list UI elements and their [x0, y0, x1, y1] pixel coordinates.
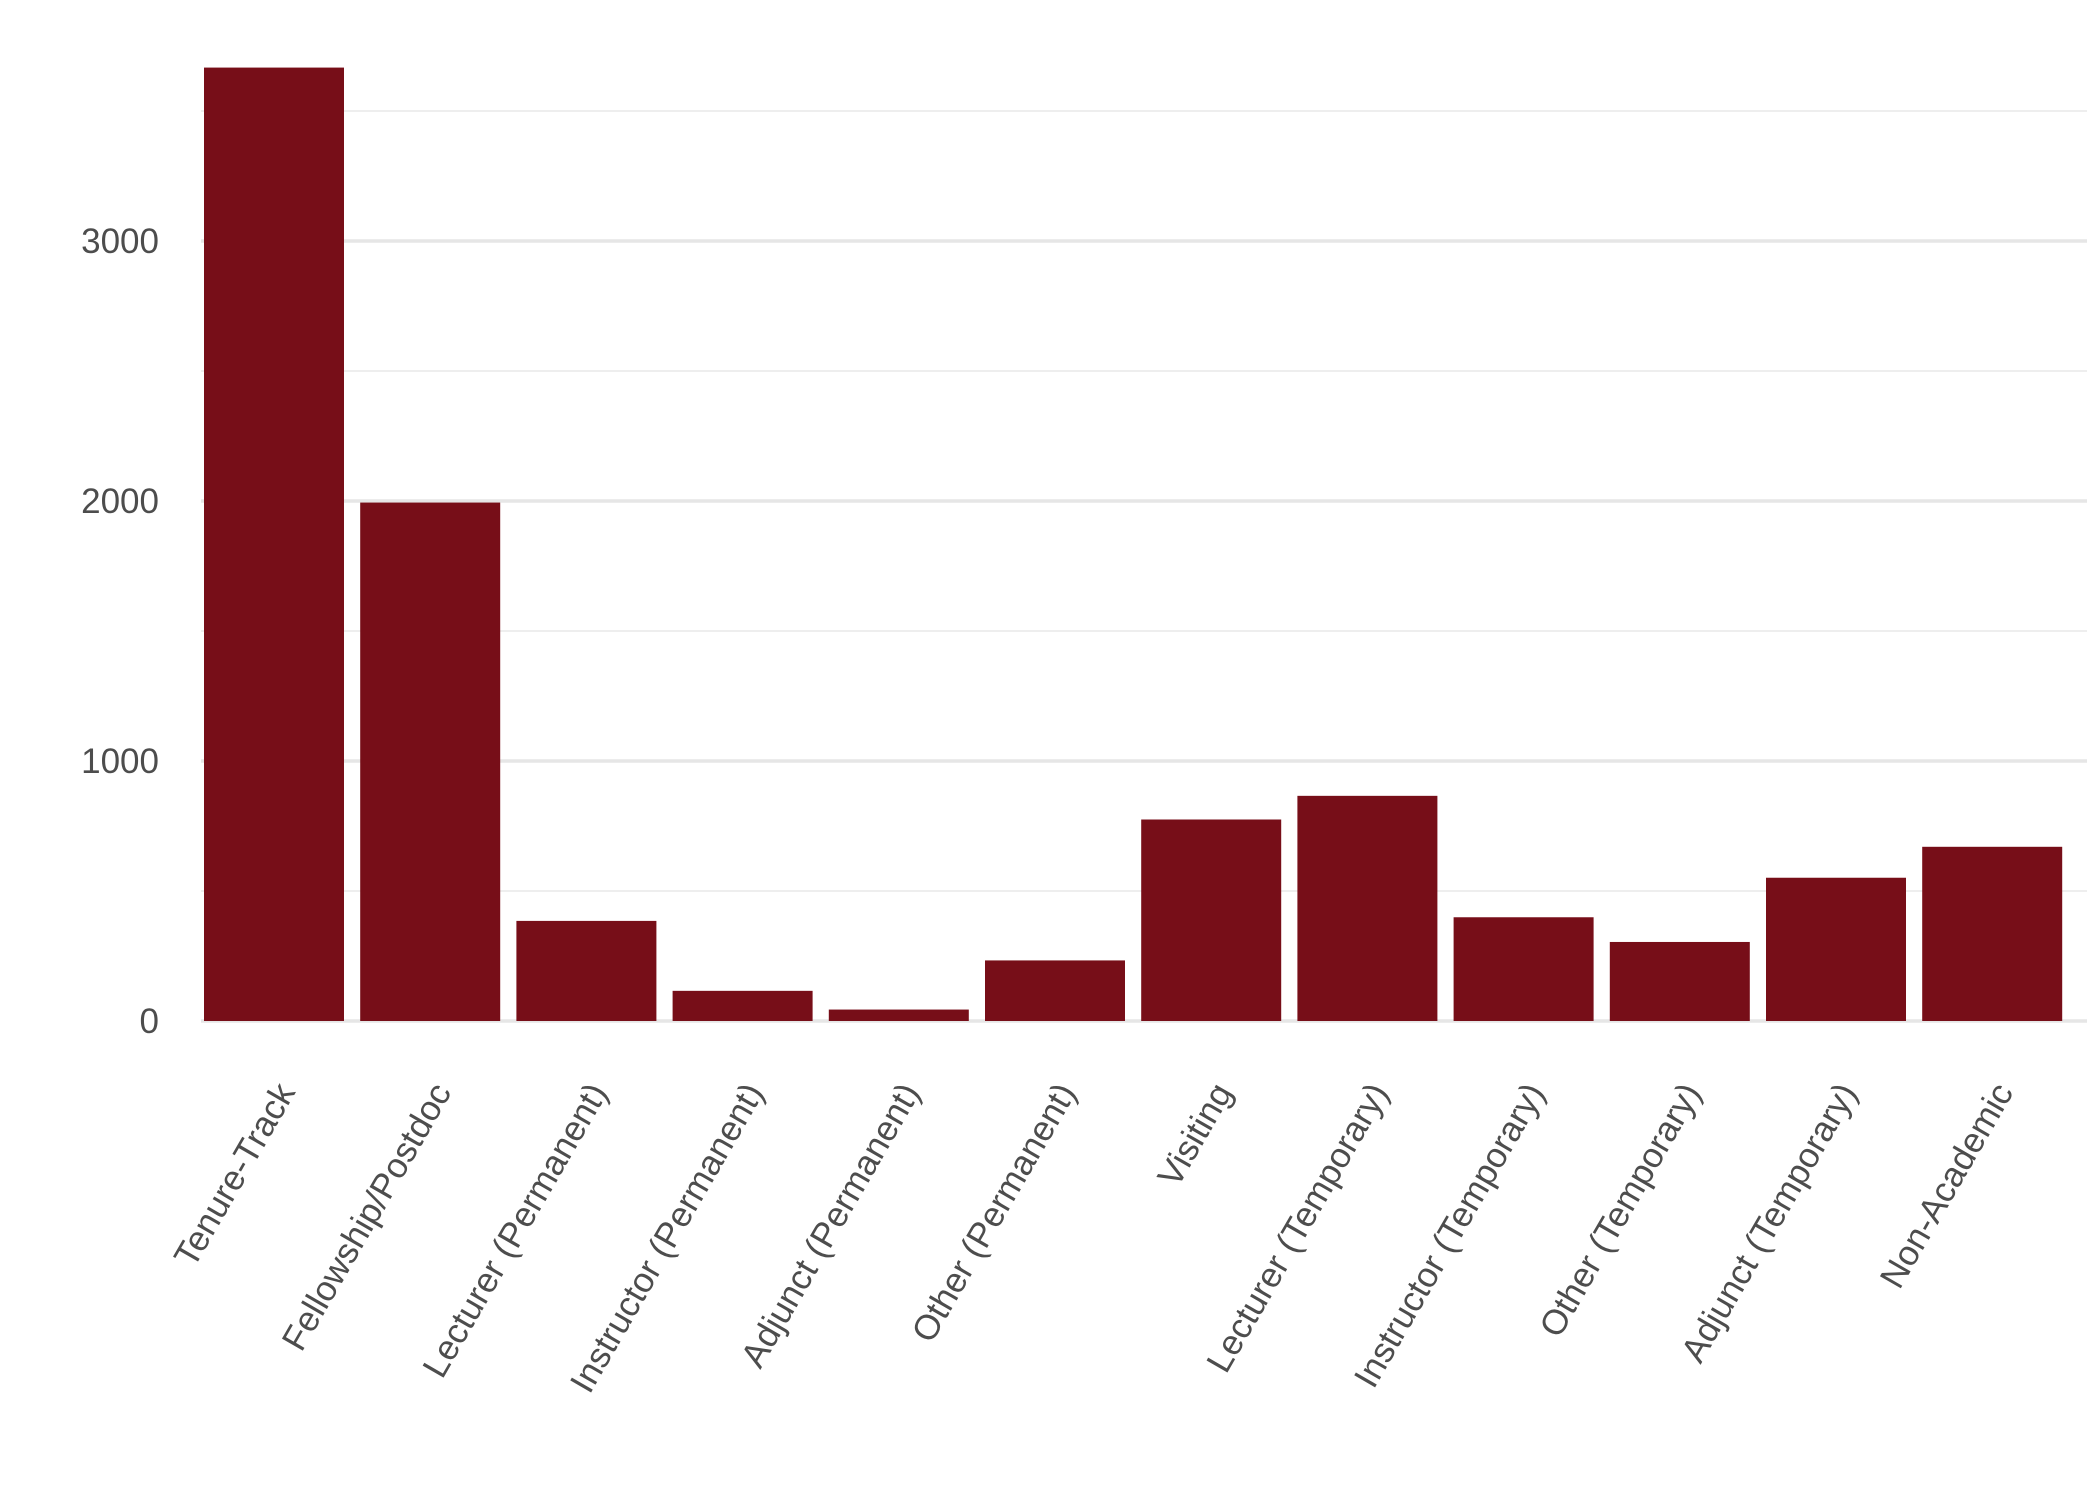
- x-tick-label: Tenure-Track: [167, 1076, 303, 1273]
- bar-lecturer-temporary: [1297, 795, 1438, 1021]
- x-tick-label: Non-Academic: [1873, 1077, 2022, 1295]
- x-tick-label: Other (Permanent): [904, 1077, 1084, 1349]
- bar-non-academic: [1922, 846, 2063, 1021]
- bar-other-temporary: [1609, 941, 1750, 1021]
- x-tick-label: Lecturer (Permanent): [415, 1077, 615, 1385]
- bar-adjunct-permanent: [828, 1009, 969, 1021]
- x-tick-label: Adjunct (Temporary): [1674, 1077, 1865, 1369]
- x-tick-label: Other (Temporary): [1532, 1077, 1709, 1344]
- y-axis-tick-labels: 0 1000 2000 3000: [81, 222, 159, 1041]
- x-tick-label: Visiting: [1150, 1077, 1240, 1194]
- y-tick-label: 1000: [81, 742, 159, 781]
- bar-visiting: [1141, 819, 1282, 1021]
- x-tick-label: Adjunct (Permanent): [733, 1077, 927, 1374]
- y-tick-label: 3000: [81, 222, 159, 261]
- bar-adjunct-temporary: [1766, 877, 1906, 1021]
- bars: [204, 67, 2063, 1021]
- bar-tenure-track: [204, 67, 344, 1021]
- x-tick-label: Fellowship/Postdoc: [275, 1077, 460, 1358]
- y-tick-label: 0: [140, 1002, 159, 1041]
- x-tick-label: Lecturer (Temporary): [1199, 1077, 1396, 1379]
- bar-instructor-temporary: [1453, 917, 1594, 1021]
- bar-instructor-permanent: [672, 990, 813, 1021]
- y-tick-label: 2000: [81, 482, 159, 521]
- bar-other-permanent: [985, 960, 1125, 1021]
- bar-lecturer-permanent: [516, 920, 657, 1021]
- bar-fellowship-postdoc: [360, 502, 501, 1021]
